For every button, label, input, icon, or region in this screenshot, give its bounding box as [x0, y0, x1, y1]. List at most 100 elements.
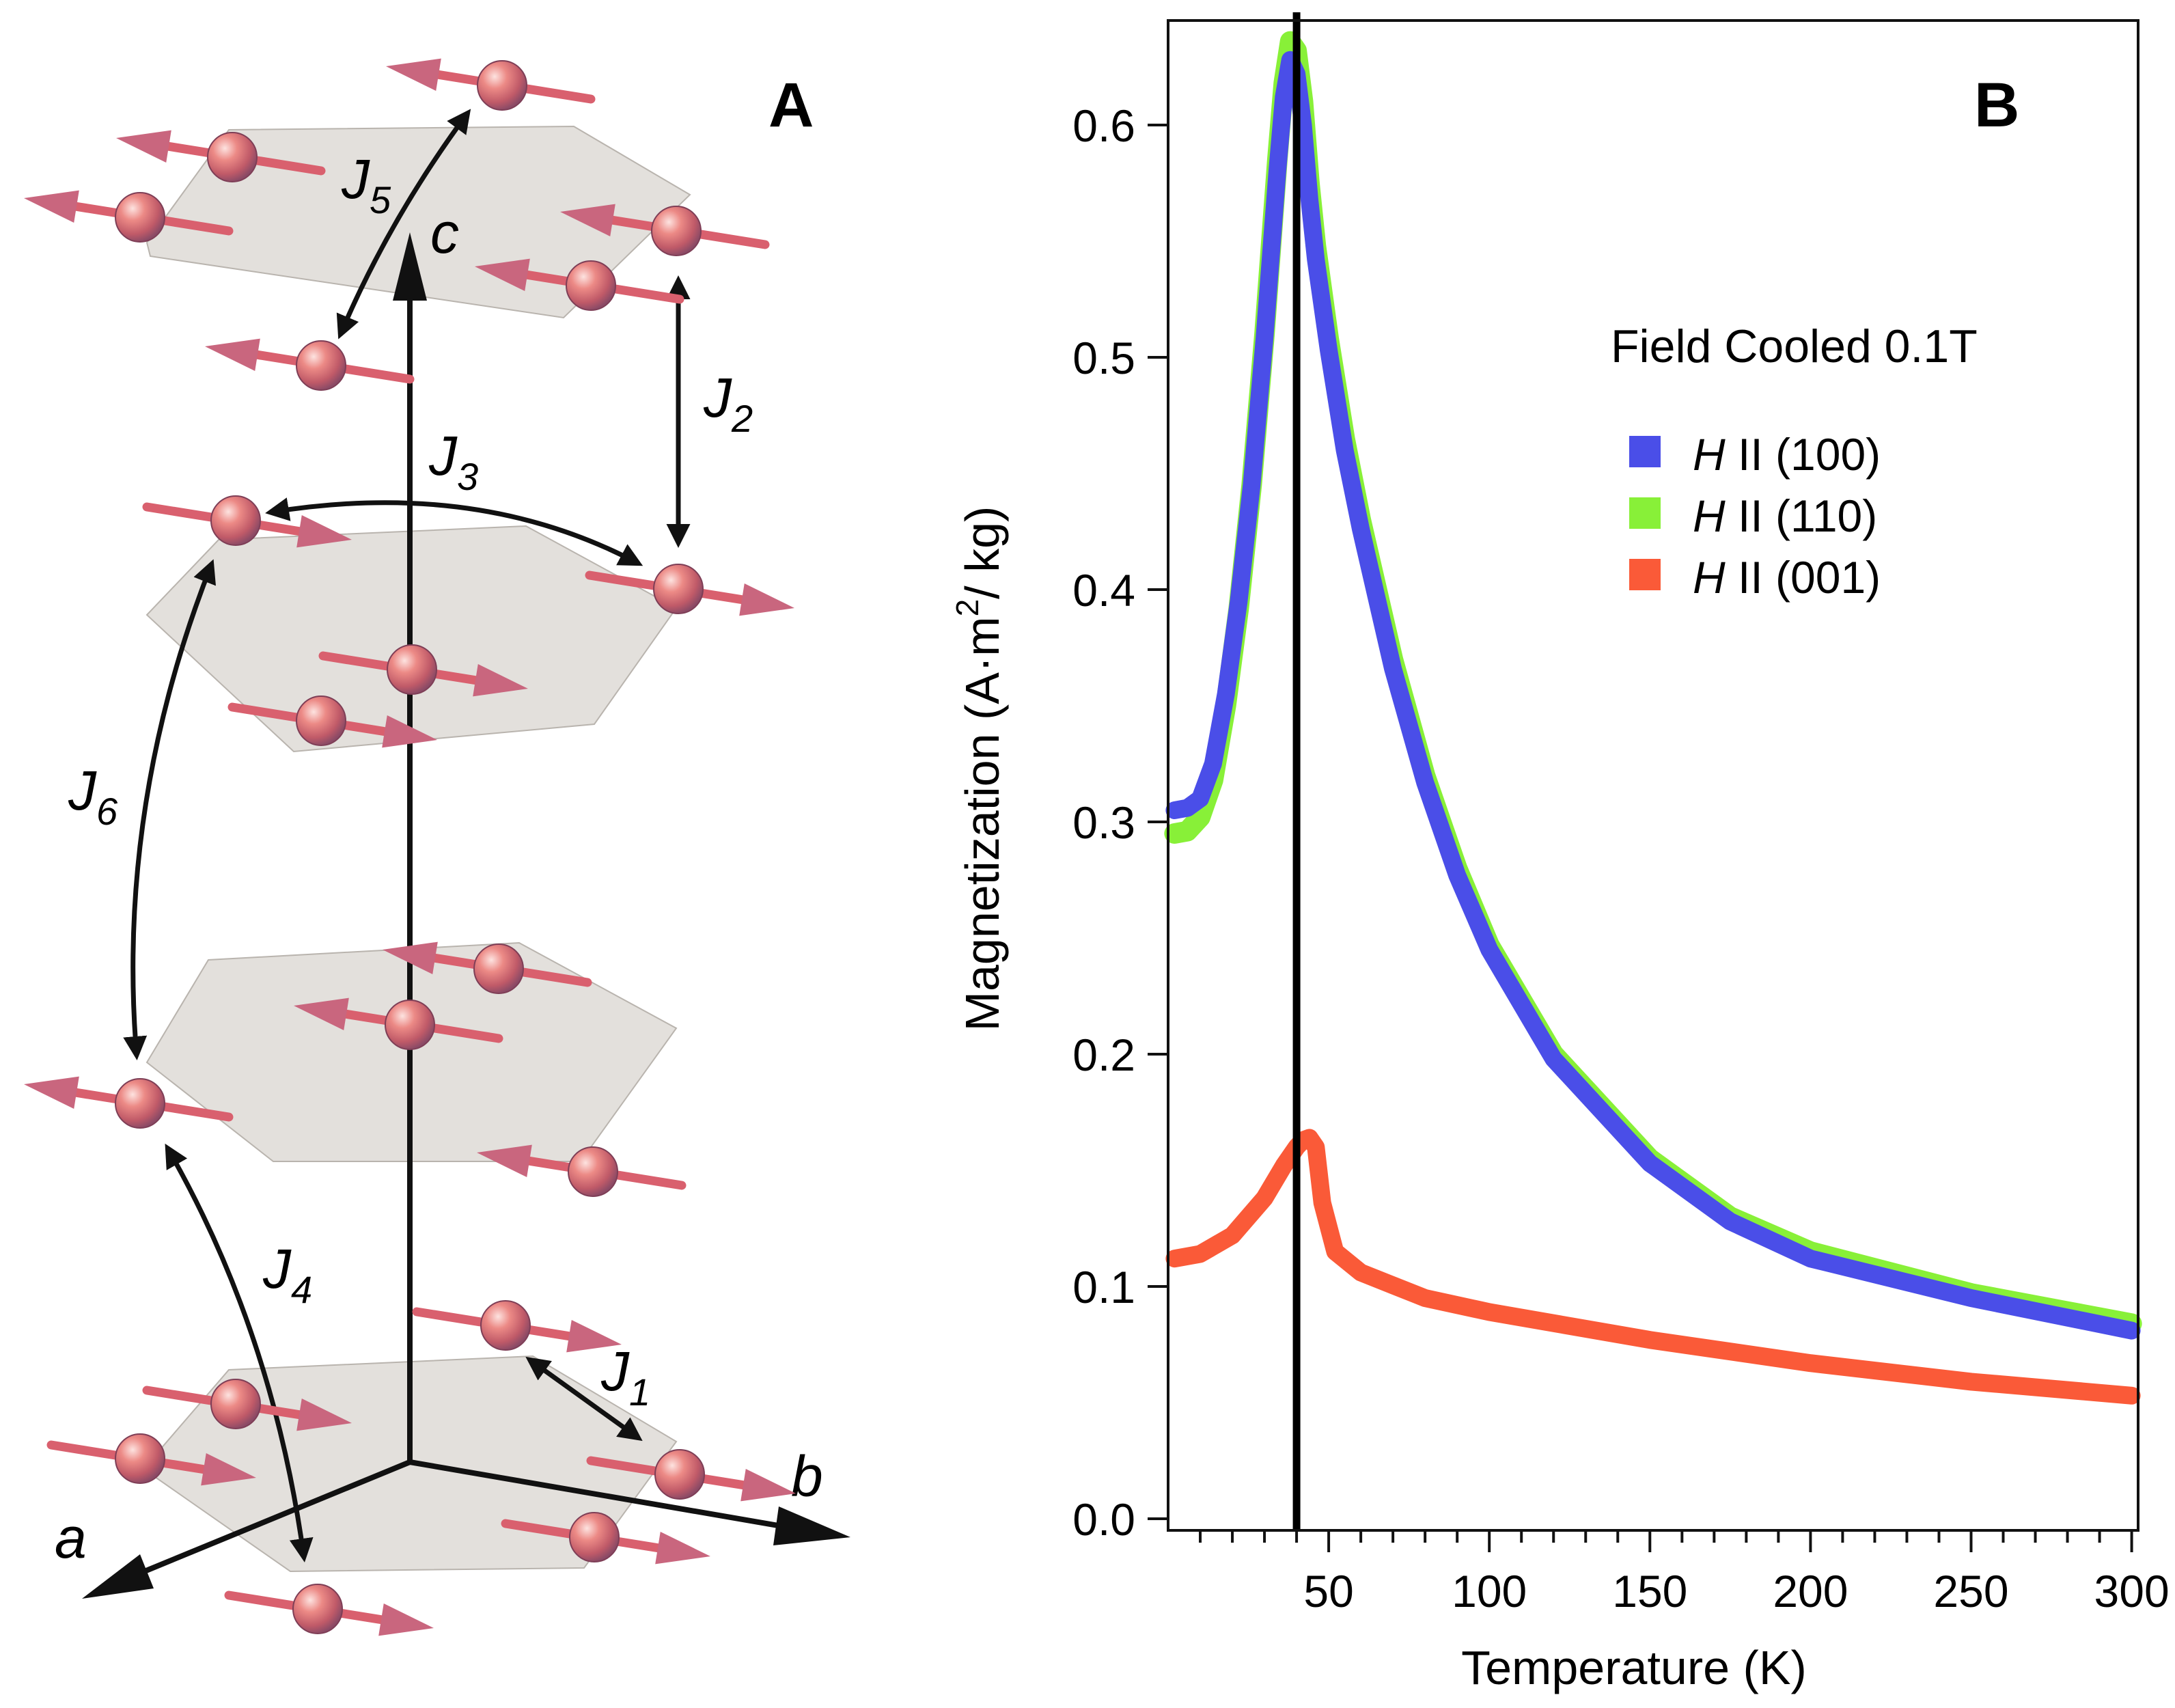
y-tick-label: 0.3: [1072, 797, 1135, 848]
panel-a-lattice: c b a J1 J2 J3 J4 J5 J6 A: [24, 58, 850, 1636]
spin-arrow-head: [655, 1531, 710, 1565]
panel-b-chart: 50 100 150 200 250 300 0.00.10.20.30.40.50.6 …: [950, 12, 2170, 1694]
spin-arrow-head: [116, 130, 171, 163]
j3-arrow: [265, 497, 643, 566]
legend-label-001: H II (001): [1693, 552, 1881, 603]
atom-sphere: [385, 1000, 435, 1050]
plot-frame: [1167, 19, 2139, 1532]
legend-label-110: H II (110): [1693, 491, 1877, 541]
spin-arrow-head: [24, 1076, 79, 1110]
atom-sphere: [292, 1584, 343, 1634]
spin-arrow-head: [739, 583, 794, 616]
spin-site: [501, 1512, 710, 1565]
x-axis-title: Temperature (K): [1461, 1641, 1807, 1694]
atom-sphere: [210, 1379, 261, 1429]
x-tick-label: 200: [1773, 1566, 1848, 1616]
spin-site: [318, 644, 528, 697]
spin-arrow-head: [386, 58, 441, 92]
x-tick-label: 100: [1452, 1566, 1527, 1616]
y-tick-label: 0.6: [1072, 100, 1135, 151]
x-tick-label: 50: [1303, 1566, 1353, 1616]
j4-arrow: [165, 1143, 314, 1562]
panel-b-label: B: [1974, 70, 2019, 140]
j1-arrow: [525, 1356, 643, 1442]
spin-arrow-head: [560, 204, 615, 237]
spin-arrow-head: [566, 1319, 622, 1353]
legend: Field Cooled 0.1T H II (100) H II (110) …: [1611, 320, 1978, 603]
j2-label: J2: [703, 367, 753, 440]
x-axis-ticks: 50 100 150 200 250 300: [1199, 1530, 2170, 1616]
spin-arrow-head: [24, 190, 79, 223]
spin-site: [142, 495, 352, 548]
spin-arrow-head: [473, 663, 528, 697]
atom-sphere: [477, 60, 527, 111]
j5-arrow: [336, 109, 471, 340]
a-axis-arrowhead: [82, 1554, 154, 1599]
legend-item-110: H II (110): [1629, 491, 1877, 541]
b-axis-label: b: [791, 1444, 823, 1509]
legend-swatch-100: [1629, 436, 1661, 467]
atom-sphere: [480, 1300, 531, 1351]
spin-site: [24, 190, 234, 243]
x-tick-label: 300: [2094, 1566, 2170, 1616]
spin-site: [477, 1144, 687, 1197]
spin-arrow-head: [294, 997, 349, 1031]
x-tick-label: 250: [1933, 1566, 2008, 1616]
c-axis-label: c: [430, 201, 459, 265]
spin-arrow-head: [205, 338, 260, 372]
spin-site: [585, 564, 794, 616]
atom-sphere: [473, 943, 524, 994]
atom-sphere: [566, 260, 616, 311]
coupling-labels: J1 J2 J3 J4 J5 J6: [68, 148, 753, 1414]
spin-arrow-head: [382, 715, 437, 748]
legend-swatch-001: [1629, 559, 1661, 590]
spin-sites-front: [24, 58, 796, 1636]
coupling-arrows: [123, 109, 691, 1562]
j4-label: J4: [262, 1238, 312, 1311]
series-line-001: [1165, 1129, 2141, 1405]
atom-sphere: [568, 1146, 618, 1197]
atom-sphere: [115, 1078, 165, 1129]
y-tick-label: 0.5: [1072, 333, 1135, 383]
atom-sphere: [115, 1433, 165, 1484]
y-tick-label: 0.1: [1072, 1262, 1135, 1312]
legend-item-100: H II (100): [1629, 429, 1881, 480]
spin-arrow-head: [378, 1603, 434, 1636]
spin-arrow-head: [296, 514, 352, 548]
spin-site: [205, 338, 415, 391]
spin-site: [386, 58, 596, 111]
spin-site: [142, 1379, 352, 1431]
spin-arrow-head: [740, 1468, 796, 1502]
atom-sphere: [651, 206, 702, 256]
atom-sphere: [653, 564, 704, 614]
atom-sphere: [210, 495, 261, 546]
a-axis-label: a: [55, 1506, 87, 1570]
x-tick-label: 150: [1612, 1566, 1687, 1616]
spin-site: [24, 1076, 234, 1129]
plot-series: [1164, 31, 2142, 1405]
spin-site: [383, 941, 592, 994]
spin-site: [227, 695, 437, 748]
y-tick-label: 0.2: [1072, 1030, 1135, 1080]
j5-label: J5: [341, 148, 391, 221]
atom-sphere: [207, 132, 258, 182]
legend-item-001: H II (001): [1629, 552, 1881, 603]
spin-arrow-head: [296, 1398, 352, 1431]
atom-sphere: [654, 1449, 705, 1500]
y-tick-label: 0.4: [1072, 565, 1135, 616]
legend-label-100: H II (100): [1693, 429, 1881, 480]
spin-site: [475, 258, 684, 311]
spin-arrow-head: [475, 258, 530, 292]
spin-site: [224, 1584, 434, 1636]
j6-arrow: [123, 559, 217, 1060]
spin-arrow-head: [477, 1144, 532, 1178]
y-axis-ticks: 0.0 0.1 0.2 0.3 0.4 0.5 0.6: [1072, 100, 1168, 1545]
spin-site: [586, 1449, 796, 1502]
b-axis-line: [409, 1459, 807, 1533]
j6-label: J6: [68, 760, 118, 833]
spin-arrow-head: [201, 1452, 256, 1486]
spin-site: [116, 130, 326, 182]
j3-label: J3: [428, 425, 478, 498]
